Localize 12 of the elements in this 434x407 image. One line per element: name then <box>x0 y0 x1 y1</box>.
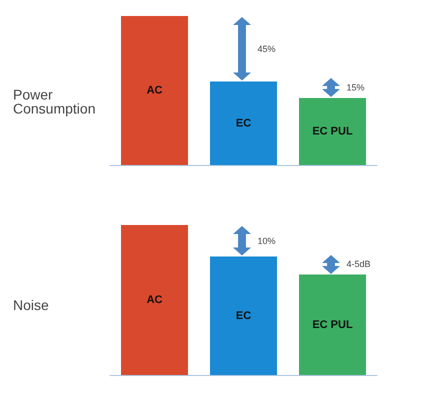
text: Noise <box>13 297 50 313</box>
x-tick-label: EC PUL <box>312 318 353 331</box>
x-tick-label: EC PUL <box>312 125 353 138</box>
x-tick-label: AC <box>146 84 162 96</box>
annotation: 45% <box>258 44 276 54</box>
annotation: 4-5dB <box>346 259 371 269</box>
annotation: 15% <box>346 82 365 92</box>
x-tick-label: EC <box>236 310 252 322</box>
x-tick-label: EC <box>236 117 252 130</box>
annotation: 10% <box>258 236 276 246</box>
x-tick-label: AC <box>146 294 162 306</box>
text: Power Consumption <box>13 86 96 116</box>
